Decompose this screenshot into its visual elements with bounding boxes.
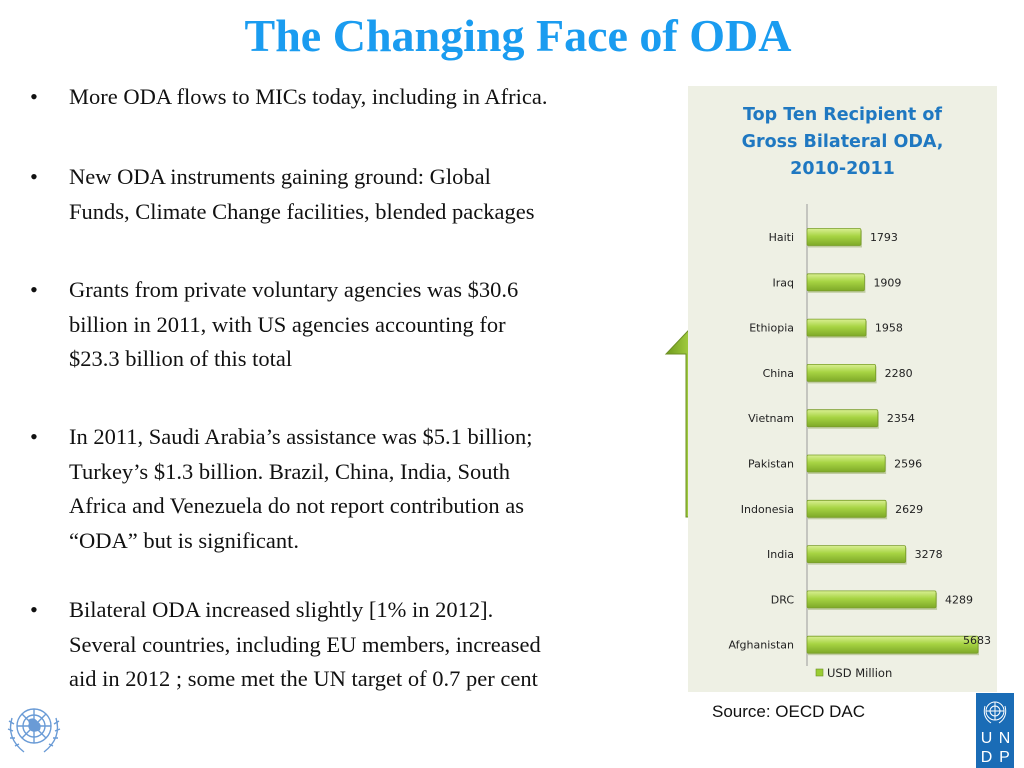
bullet-line: Several countries, including EU members,… [69,631,541,657]
chart-title-line: 2010-2011 [790,159,895,179]
value-label: 2280 [885,367,913,380]
bar-india [806,545,907,564]
category-label: Afghanistan [729,639,795,652]
bullet-glyph: • [30,84,38,109]
bar-china [806,363,877,382]
category-label: Iraq [773,276,795,289]
bullet-line: Funds, Climate Change facilities, blende… [69,198,535,224]
value-label: 2629 [895,503,923,516]
bullet-line: New ODA instruments gaining ground: Glob… [69,164,491,189]
chart-title-line: Top Ten Recipient of [743,105,942,125]
bullet-glyph: • [30,164,38,189]
category-label: Haiti [769,231,794,244]
bullet-line: More ODA flows to MICs today, including … [69,84,548,109]
bar-iraq [806,273,865,292]
bullet-item: • Bilateral ODA increased slightly [1% in… [26,593,686,697]
bullet-item: • Grants from private voluntary agencies … [26,273,686,377]
category-label: Indonesia [741,503,794,516]
value-label: 1909 [873,276,901,289]
bar-drc [806,590,937,609]
bar-indonesia [806,499,887,518]
value-label: 2596 [894,458,922,471]
undp-logo: U N D P [976,693,1014,768]
bullet-line: $23.3 billion of this total [69,346,293,371]
chart-title: Top Ten Recipient of Gross Bilateral ODA… [688,102,997,183]
undp-letter: U [980,730,993,747]
value-label: 1793 [870,231,898,244]
category-label: India [767,548,794,561]
undp-letter: P [999,749,1010,766]
value-label: 2354 [887,412,915,425]
undp-letter: N [998,730,1011,747]
value-label: 5683 [963,634,991,647]
bar-haiti [806,228,862,246]
source-note: Source: OECD DAC [712,702,866,721]
chart-title-line: Gross Bilateral ODA, [741,132,944,152]
category-label: China [763,367,794,380]
bullet-line: Africa and Venezuela do not report contr… [69,493,525,518]
bullet-glyph: • [30,597,38,622]
bullet-line: Grants from private voluntary agencies w… [69,277,519,302]
chart-panel: Top Ten Recipient of Gross Bilateral ODA… [688,86,997,692]
value-label: 4289 [945,593,973,606]
category-label: Vietnam [748,412,794,425]
bar-pakistan [806,454,886,473]
bullet-line: aid in 2012 ; some met the UN target of … [69,666,538,691]
value-label: 1958 [875,322,903,335]
bullet-item: • In 2011, Saudi Arabia’s assistance was … [26,420,686,558]
category-label: Pakistan [748,458,794,471]
value-label: 3278 [915,548,943,561]
bar-chart: Haiti 1793 Iraq 1909 Ethiopia 1958 China 2280 Vi… [729,204,991,680]
bar-afghanistan [806,635,979,654]
bullet-line: Bilateral ODA increased slightly [1% in … [69,597,494,622]
category-label: Ethiopia [749,322,794,335]
bullet-item: • New ODA instruments gaining ground: Glo… [26,160,686,229]
bullet-line: In 2011, Saudi Arabia’s assistance was $… [69,424,533,449]
slide-title: The Changing Face of ODA [244,10,792,61]
un-emblem-icon [7,708,61,753]
bullet-line: billion in 2011, with US agencies accoun… [69,311,506,337]
bar-vietnam [806,409,879,428]
un-emblem-icon [983,701,1007,724]
bullet-glyph: • [30,277,38,302]
category-label: DRC [771,593,795,606]
legend-swatch [815,668,824,677]
bullet-line: “ODA” but is significant. [69,527,299,553]
bullet-item: • More ODA flows to MICs today, including… [26,80,686,115]
bar-ethiopia [806,318,867,337]
undp-letter: D [980,749,993,766]
legend-label: USD Million [827,666,892,680]
bullet-glyph: • [30,424,38,449]
bullet-line: Turkey’s $1.3 billion. Brazil, China, In… [69,458,511,484]
